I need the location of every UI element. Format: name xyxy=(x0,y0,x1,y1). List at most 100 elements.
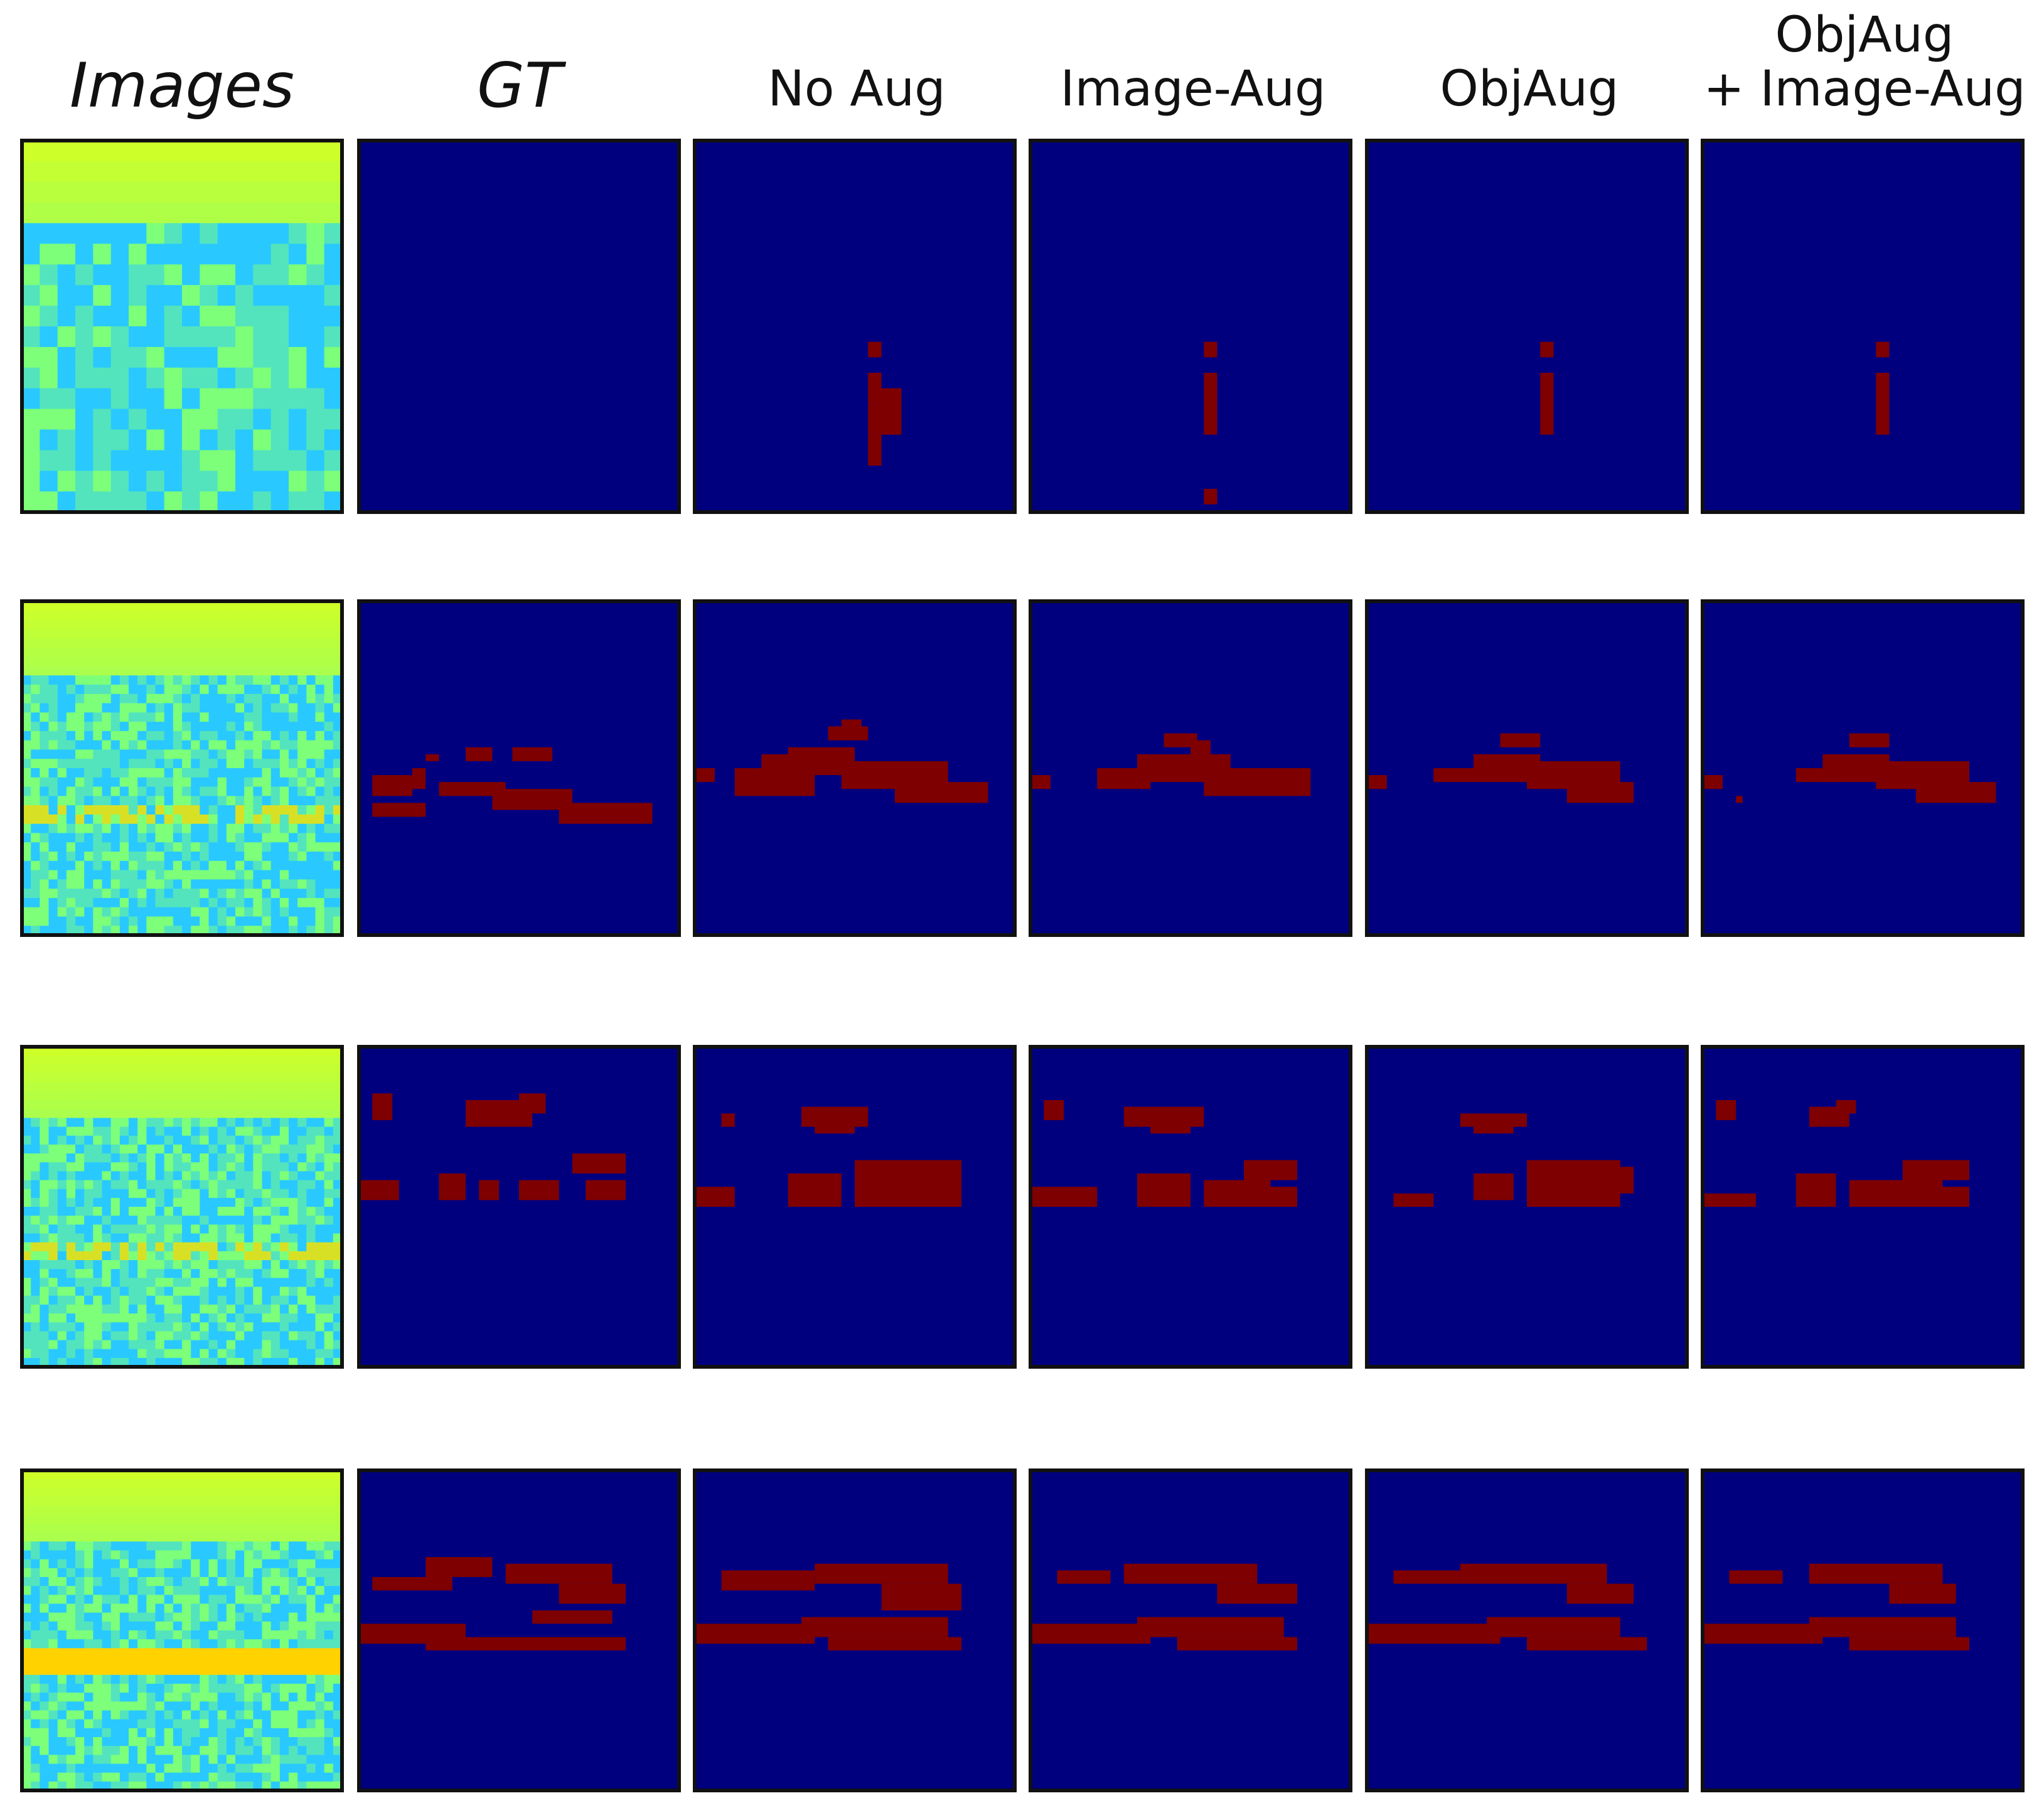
image-cell xyxy=(270,629,281,639)
image-cell xyxy=(306,1488,316,1498)
image-cell xyxy=(244,759,254,769)
image-cell xyxy=(306,897,316,908)
image-cell xyxy=(244,1577,254,1586)
image-cell xyxy=(75,647,85,658)
image-cell xyxy=(40,367,58,389)
image-cell xyxy=(235,1313,245,1323)
image-cell xyxy=(93,1763,103,1773)
image-cell xyxy=(40,223,58,245)
image-cell xyxy=(173,1224,183,1234)
image-cell xyxy=(306,601,316,611)
image-cell xyxy=(191,740,200,751)
image-cell xyxy=(191,1064,200,1074)
image-cell xyxy=(119,712,129,722)
image-cell xyxy=(129,740,138,751)
image-cell xyxy=(235,916,245,926)
image-cell xyxy=(40,1781,50,1791)
image-cell xyxy=(40,852,50,862)
image-cell xyxy=(191,1772,200,1782)
image-cell xyxy=(102,712,112,722)
image-cell xyxy=(93,1189,103,1199)
image-cell xyxy=(270,768,281,778)
image-cell xyxy=(40,610,50,621)
image-cell xyxy=(270,450,289,471)
image-cell xyxy=(279,1470,289,1480)
image-cell xyxy=(164,1684,174,1693)
image-cell xyxy=(102,1541,112,1551)
image-cell xyxy=(164,1470,174,1480)
image-cell xyxy=(262,833,272,843)
image-cell xyxy=(289,1349,298,1359)
image-cell xyxy=(200,1349,210,1359)
image-cell xyxy=(315,656,325,667)
image-cell xyxy=(200,647,210,658)
image-cell xyxy=(40,1746,50,1755)
image-cell xyxy=(200,264,218,286)
image-cell xyxy=(262,1657,272,1667)
image-cell xyxy=(40,306,58,327)
image-cell xyxy=(22,712,31,722)
image-cell xyxy=(129,1524,138,1533)
image-cell xyxy=(119,1657,129,1667)
image-cell xyxy=(102,1278,112,1288)
image-cell xyxy=(137,619,147,629)
image-cell xyxy=(217,712,227,722)
image-cell xyxy=(244,1260,254,1270)
image-cell xyxy=(40,926,50,936)
panel-frame xyxy=(20,1468,344,1792)
image-cell xyxy=(253,629,263,639)
image-cell xyxy=(75,1737,85,1746)
image-cell xyxy=(270,610,281,621)
image-cell xyxy=(75,740,85,751)
image-cell xyxy=(253,1728,263,1738)
image-cell xyxy=(253,1674,263,1684)
image-cell xyxy=(110,1621,120,1631)
image-cell xyxy=(333,1506,343,1516)
image-cell xyxy=(244,842,254,852)
image-cell xyxy=(253,1047,263,1056)
image-cell xyxy=(208,1135,218,1145)
image-cell xyxy=(279,1488,289,1498)
mask-region xyxy=(1889,1583,1956,1604)
image-cell xyxy=(262,1278,272,1288)
image-cell xyxy=(200,759,210,769)
image-cell xyxy=(289,1340,298,1350)
image-cell xyxy=(182,1322,191,1332)
image-cell xyxy=(84,777,94,788)
image-cell xyxy=(102,1497,112,1507)
image-cell xyxy=(217,1737,227,1746)
image-cell xyxy=(324,805,334,815)
image-cell xyxy=(146,1286,156,1297)
image-cell xyxy=(31,1737,40,1746)
image-cell xyxy=(279,1349,289,1359)
image-cell xyxy=(226,860,236,871)
image-cell xyxy=(75,141,94,162)
image-cell xyxy=(40,1153,50,1163)
image-cell xyxy=(57,1666,67,1676)
image-cell xyxy=(333,601,343,611)
image-cell xyxy=(164,619,174,629)
image-cell xyxy=(200,730,210,741)
image-cell xyxy=(200,1126,210,1137)
image-cell xyxy=(226,1162,236,1172)
image-cell xyxy=(22,1189,31,1199)
image-cell xyxy=(93,897,103,908)
image-cell xyxy=(22,141,40,162)
image-cell xyxy=(40,740,50,751)
image-cell xyxy=(270,1693,281,1702)
image-cell xyxy=(279,647,289,658)
image-cell xyxy=(262,1109,272,1118)
image-cell xyxy=(110,1603,120,1613)
image-cell xyxy=(253,1772,263,1782)
image-cell xyxy=(102,916,112,926)
image-cell xyxy=(217,1514,227,1524)
image-cell xyxy=(84,1568,94,1578)
image-cell xyxy=(93,629,103,639)
image-cell xyxy=(182,1171,191,1181)
image-cell xyxy=(208,1207,218,1216)
image-cell xyxy=(146,1322,156,1332)
image-cell xyxy=(93,907,103,917)
image-cell xyxy=(102,1621,112,1631)
image-cell xyxy=(306,889,316,899)
image-cell xyxy=(110,1710,120,1720)
